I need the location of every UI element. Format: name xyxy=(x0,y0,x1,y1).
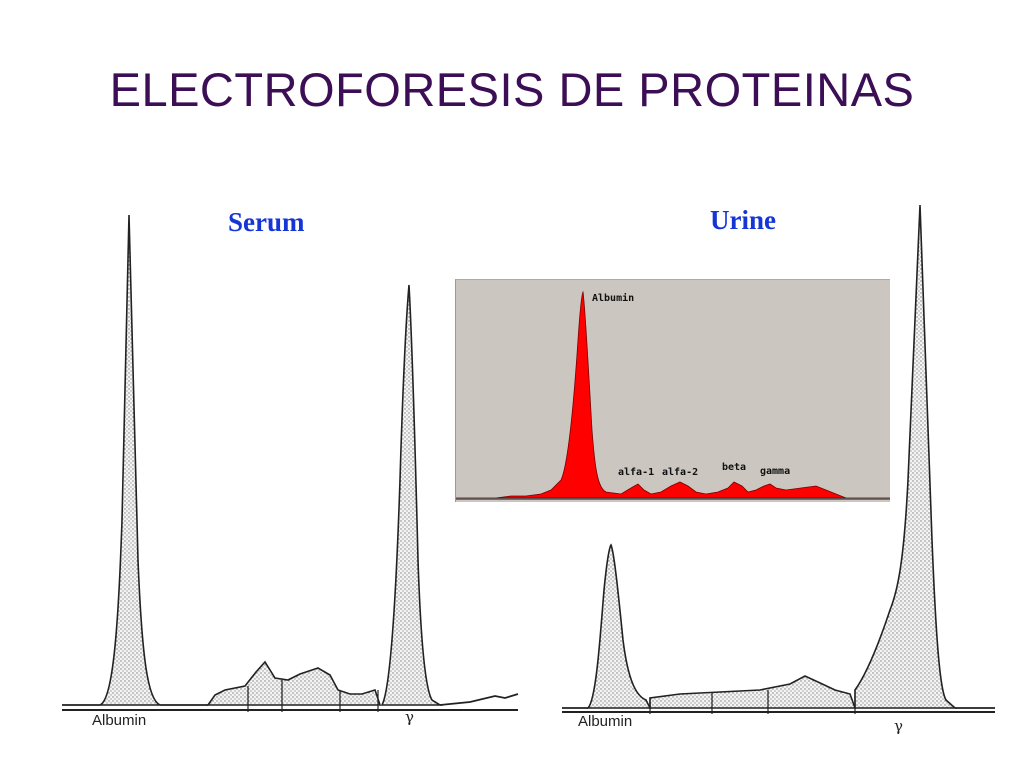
inset-gamma-label: gamma xyxy=(760,466,791,477)
serum-fraction-ticks xyxy=(247,680,379,712)
serum-gamma-peak xyxy=(380,284,443,706)
urine-title: Urine xyxy=(710,205,776,235)
urine-albumin-label: Albumin xyxy=(578,713,633,730)
inset-electrophoresis-diagram: Albumin alfa-1 alfa-2 beta gamma xyxy=(455,279,890,502)
urine-albumin-peak xyxy=(586,543,652,709)
inset-alfa1-label: alfa-1 xyxy=(618,467,655,478)
inset-trace xyxy=(456,290,890,500)
inset-red-trace xyxy=(456,290,890,499)
serum-globulin-hump xyxy=(206,660,382,706)
urine-gamma-label: γ xyxy=(894,717,903,735)
serum-albumin-peak xyxy=(99,214,161,706)
urine-gamma-peak xyxy=(854,204,958,709)
serum-baseline xyxy=(62,693,519,706)
urine-fraction-ticks xyxy=(649,690,856,714)
inset-beta-label: beta xyxy=(722,462,747,473)
inset-alfa2-label: alfa-2 xyxy=(662,467,699,478)
slide-title: ELECTROFORESIS DE PROTEINAS xyxy=(109,63,915,116)
serum-albumin-label: Albumin xyxy=(92,712,147,729)
serum-gamma-label: γ xyxy=(405,708,414,726)
urine-globulin-hump xyxy=(649,675,857,709)
inset-albumin-label: Albumin xyxy=(592,293,635,304)
serum-title: Serum xyxy=(228,207,305,237)
